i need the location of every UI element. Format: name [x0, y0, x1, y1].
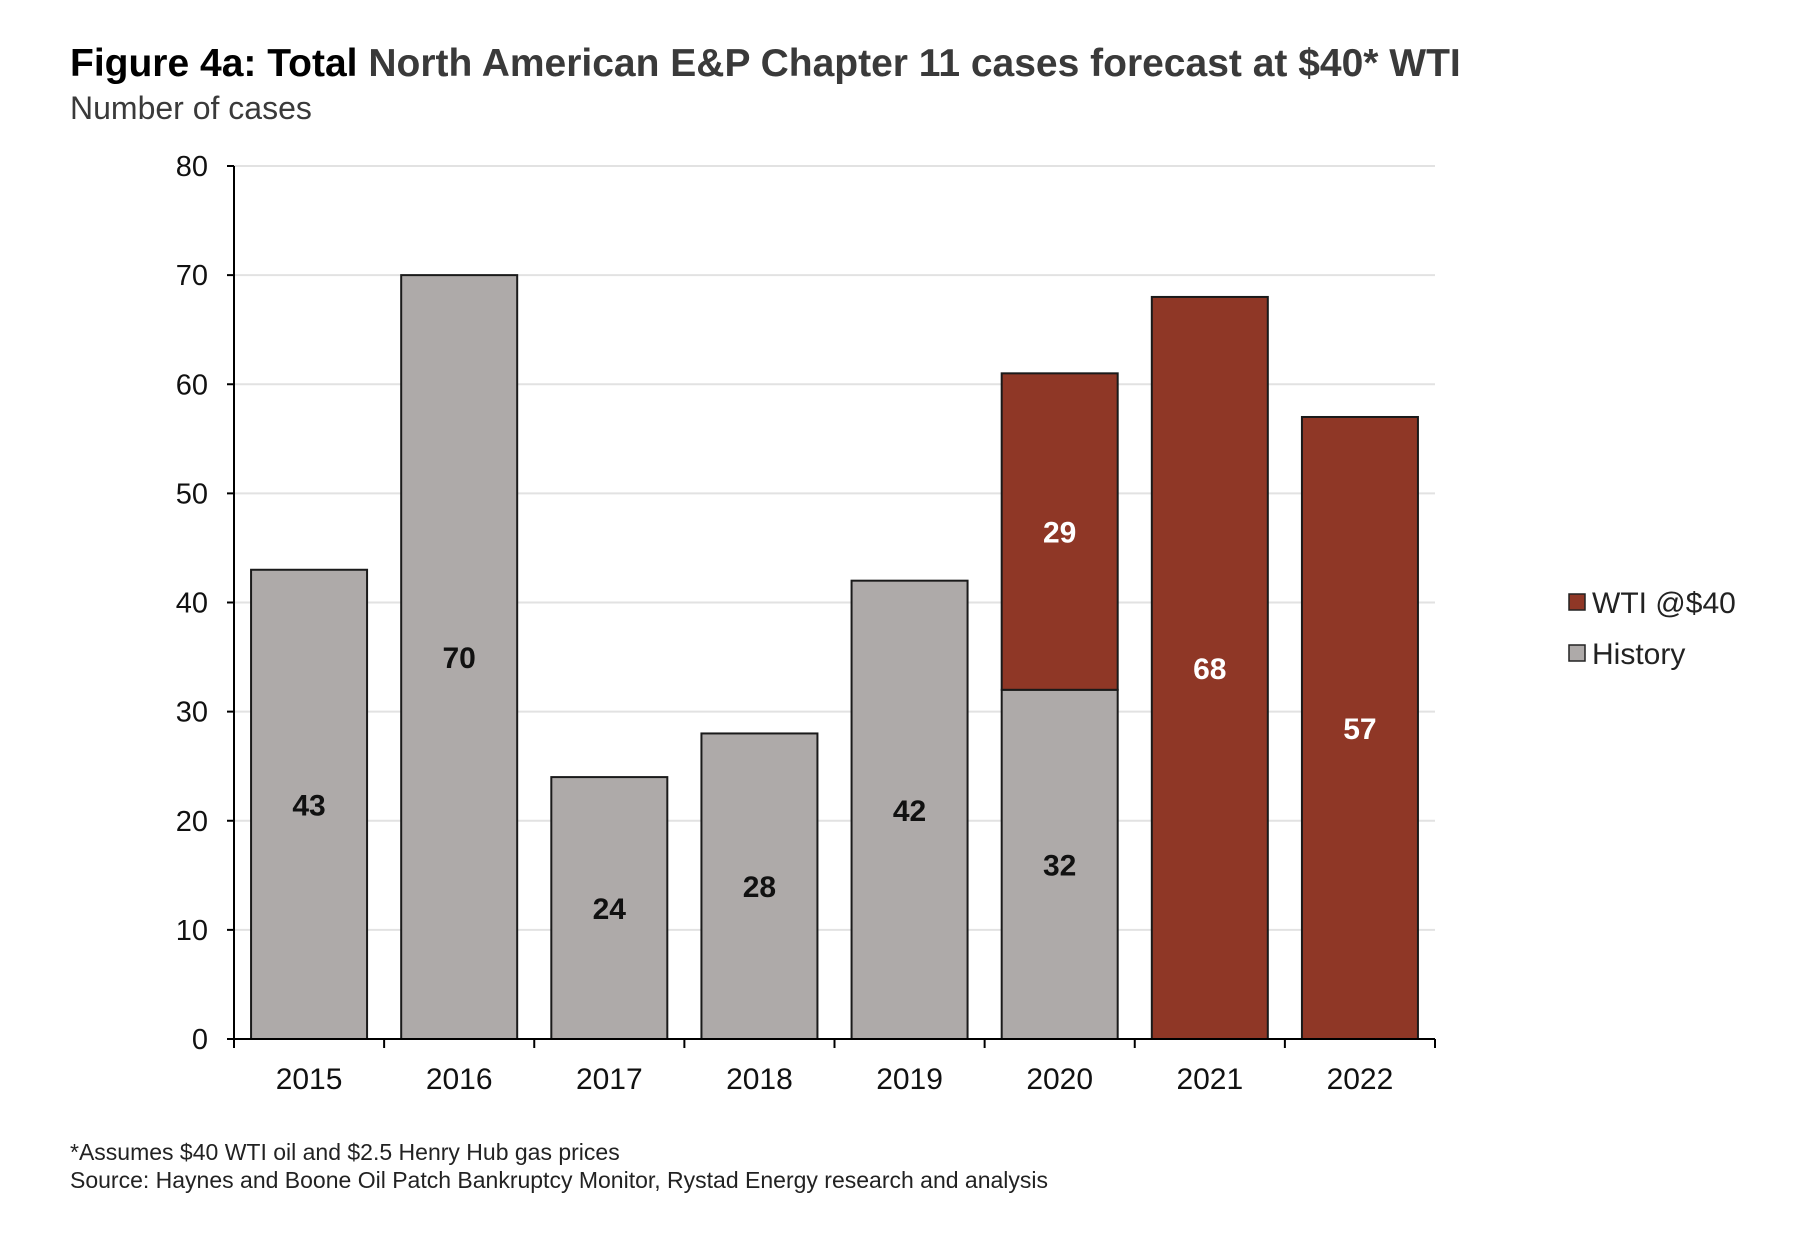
chart-subtitle: Number of cases	[70, 90, 312, 126]
x-tick-label: 2015	[276, 1063, 343, 1096]
x-tick-label: 2017	[576, 1063, 643, 1096]
x-tick-label: 2021	[1176, 1063, 1243, 1096]
bar-wti-40	[1150, 295, 1269, 1040]
legend-swatch	[1568, 644, 1586, 662]
y-tick-label: 40	[176, 588, 208, 620]
x-tick-label: 2020	[1026, 1063, 1093, 1096]
y-tick-label: 20	[176, 806, 208, 838]
y-tick-label: 30	[176, 697, 208, 729]
legend-label: WTI @$40	[1592, 587, 1736, 620]
y-tick-label: 60	[176, 369, 208, 401]
x-tick-label: 2019	[876, 1063, 943, 1096]
bar-wti-40	[1000, 372, 1119, 691]
data-label: 57	[1343, 713, 1376, 746]
bar-history	[700, 732, 819, 1040]
title-rest: North American E&P Chapter 11 cases fore…	[368, 42, 1460, 85]
y-tick-label: 10	[176, 915, 208, 947]
y-tick-label: 0	[192, 1024, 208, 1056]
footnote-1: *Assumes $40 WTI oil and $2.5 Henry Hub …	[70, 1139, 620, 1165]
legend-swatch	[1568, 593, 1586, 611]
data-label: 28	[743, 871, 776, 904]
x-tick-label: 2022	[1327, 1063, 1394, 1096]
data-label: 42	[893, 795, 926, 828]
bar-history	[400, 274, 519, 1040]
bar-history	[550, 776, 669, 1040]
data-label: 32	[1043, 849, 1076, 882]
x-tick-label: 2016	[426, 1063, 493, 1096]
legend-label: History	[1592, 638, 1685, 671]
y-tick-label: 70	[176, 260, 208, 292]
data-label: 43	[292, 789, 325, 822]
data-label: 68	[1193, 653, 1226, 686]
footnote-2: Source: Haynes and Boone Oil Patch Bankr…	[70, 1167, 1048, 1193]
data-label: 70	[443, 642, 476, 675]
chart-title: Figure 4a: Total North American E&P Chap…	[70, 42, 1461, 85]
y-tick-label: 80	[176, 151, 208, 183]
bar-history	[850, 579, 969, 1040]
y-tick-label: 50	[176, 478, 208, 510]
x-tick-label: 2018	[726, 1063, 793, 1096]
data-label: 24	[593, 893, 627, 926]
data-label: 29	[1043, 517, 1076, 550]
bar-history	[250, 568, 369, 1040]
title-prefix: Figure 4a: Total	[70, 42, 357, 85]
